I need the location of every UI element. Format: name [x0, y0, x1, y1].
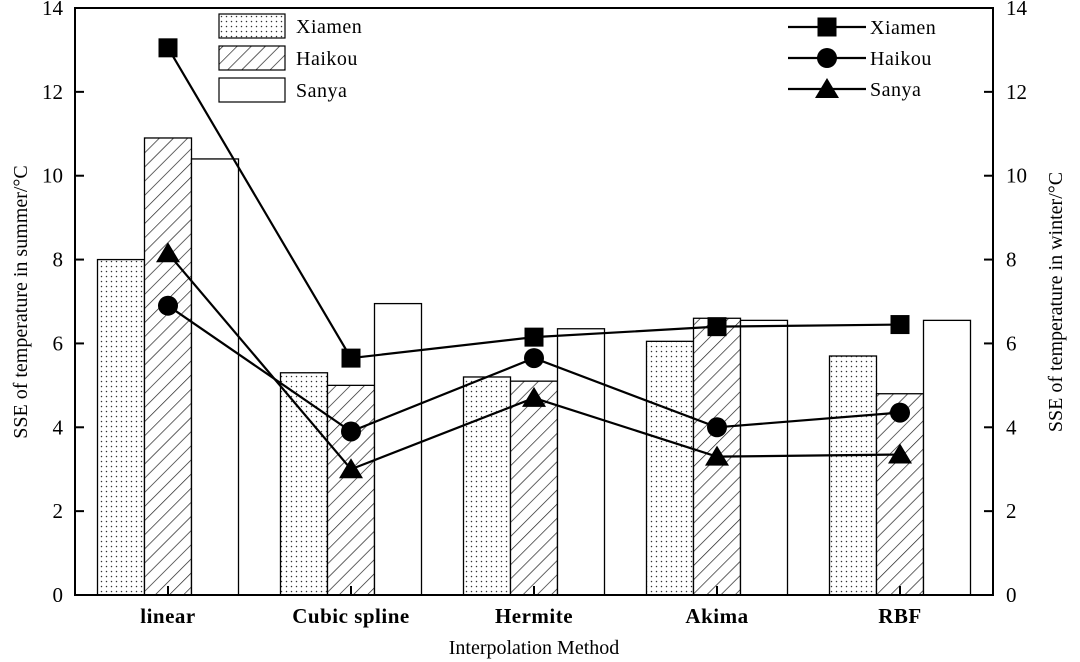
y-left-tick-label-8: 8 [53, 248, 64, 272]
bar-haikou-hermite [509, 380, 559, 595]
y-left-tick-label-0: 0 [53, 583, 64, 607]
legend-marker-sanya [815, 78, 839, 98]
legend-bar-label-xiamen: Xiamen [296, 16, 362, 38]
point-haikou-akima [707, 417, 727, 438]
y-right-tick-label-0: 0 [1006, 583, 1017, 607]
y-left-tick-label-14: 14 [42, 0, 64, 20]
bar-xiamen-linear [96, 258, 146, 595]
x-tick-label-cubic-spline: Cubic spline [292, 604, 409, 628]
bar-sanya-rbf [922, 319, 972, 595]
legend-bars: Xiamen Haikou Sanya [218, 13, 362, 103]
bar-haikou-rbf [875, 393, 925, 595]
bar-xiamen-akima [645, 340, 695, 595]
legend-line-label-xiamen: Xiamen [870, 17, 936, 39]
legend-marker-haikou [817, 48, 837, 68]
point-sanya-linear [156, 242, 180, 263]
point-haikou-cubic-spline [341, 421, 361, 442]
point-xiamen-cubic-spline [341, 348, 361, 368]
y-right-tick-label-6: 6 [1006, 331, 1017, 355]
y-right-tick-label-14: 14 [1006, 0, 1028, 20]
y-right-tick-label-10: 10 [1006, 164, 1027, 188]
x-tick-label-linear: linear [140, 604, 196, 628]
y-right-tick-label-8: 8 [1006, 248, 1017, 272]
legend-bar-swatch-xiamen [218, 13, 286, 39]
point-xiamen-linear [158, 38, 178, 58]
legend-line-label-sanya: Sanya [870, 79, 921, 101]
point-sanya-akima [705, 445, 729, 466]
x-tick-label-hermite: Hermite [495, 604, 573, 628]
bar-xiamen-hermite [462, 376, 512, 595]
lines-layer [156, 38, 912, 479]
point-sanya-rbf [888, 443, 912, 464]
legend-bar-swatch-haikou [218, 45, 286, 71]
point-haikou-linear [158, 295, 178, 316]
legend-bar-swatch-sanya [218, 77, 286, 103]
y-right-tick-label-12: 12 [1006, 80, 1027, 104]
x-axis-title: Interpolation Method [449, 637, 620, 659]
point-xiamen-hermite [524, 327, 544, 347]
point-sanya-cubic-spline [339, 458, 363, 479]
point-xiamen-akima [707, 317, 727, 337]
axes-layer: 0 0 2 2 4 4 6 6 8 8 10 10 12 12 14 14 linear Cubic spline… [42, 0, 1028, 628]
x-tick-label-akima: Akima [685, 604, 748, 628]
bar-sanya-hermite [556, 328, 606, 595]
legend-bar-label-sanya: Sanya [296, 80, 347, 102]
bar-sanya-akima [739, 319, 789, 595]
point-sanya-hermite [522, 386, 546, 407]
y-right-tick-label-2: 2 [1006, 499, 1017, 523]
bar-sanya-linear [190, 158, 240, 595]
y-left-tick-label-4: 4 [53, 415, 64, 439]
y-axis-right-title: SSE of temperature in winter/°C [1045, 172, 1067, 432]
point-haikou-hermite [524, 348, 544, 369]
bar-sanya-cubic-spline [373, 302, 423, 595]
y-right-tick-label-4: 4 [1006, 415, 1017, 439]
x-tick-label-rbf: RBF [878, 604, 922, 628]
bar-haikou-cubic-spline [326, 384, 376, 595]
legend-lines: Xiamen Haikou Sanya [788, 17, 936, 101]
y-left-tick-label-12: 12 [42, 80, 63, 104]
bar-haikou-linear [143, 137, 193, 595]
bar-xiamen-rbf [828, 355, 878, 595]
bars-layer [96, 137, 972, 595]
y-axis-left-title: SSE of temperature in summer/°C [10, 165, 32, 439]
point-haikou-rbf [890, 402, 910, 423]
legend-line-label-haikou: Haikou [870, 48, 932, 70]
legend-bar-label-haikou: Haikou [296, 48, 358, 70]
bar-xiamen-cubic-spline [279, 372, 329, 595]
y-left-tick-label-2: 2 [53, 499, 64, 523]
y-left-tick-label-6: 6 [53, 331, 64, 355]
point-xiamen-rbf [890, 315, 910, 335]
legend-marker-xiamen [817, 17, 837, 37]
y-left-tick-label-10: 10 [42, 164, 63, 188]
